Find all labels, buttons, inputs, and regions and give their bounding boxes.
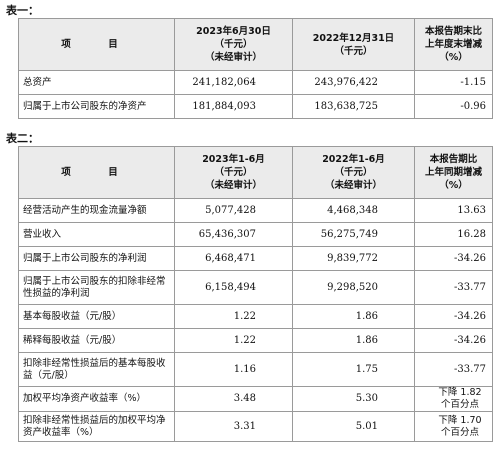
table1-header-text: 2022年12月31日 xyxy=(312,32,395,44)
change-cell: 下降 1.82 个百分点 xyxy=(414,386,493,412)
value-cell: 9,298,520 xyxy=(292,270,415,305)
table1-header-cell: 2022年12月31日 （千元） xyxy=(292,18,415,71)
table2-title: 表二： xyxy=(6,132,39,145)
table1-header-text: （%） xyxy=(439,52,468,63)
value-cell: 181,884,093 xyxy=(174,94,293,119)
table2-header-text: （千元） xyxy=(334,167,373,178)
table1-header-text: 本报告期末比 xyxy=(424,26,482,37)
change-text: 下降 1.70 个百分点 xyxy=(438,414,482,438)
value-cell: 1.86 xyxy=(292,304,415,329)
row-label: 基本每股收益（元/股） xyxy=(18,304,175,329)
table2-header-text: 上年同期增减 xyxy=(424,167,482,178)
row-label: 总资产 xyxy=(18,70,175,95)
value-cell: 5,077,428 xyxy=(174,198,293,223)
table2-header-text: 本报告期比 xyxy=(429,154,478,165)
table1-header-text: 2023年6月30日 xyxy=(196,26,271,37)
table1-header-cell: 项 目 xyxy=(18,18,175,71)
value-cell: 1.22 xyxy=(174,304,293,329)
value-cell: 5.01 xyxy=(292,411,415,442)
table1-title: 表一： xyxy=(6,4,39,17)
value-cell: 9,839,772 xyxy=(292,246,415,271)
row-label: 扣除非经常性损益后的基本每股收益（元/股） xyxy=(18,352,175,387)
table-row: 基本每股收益（元/股） 1.22 1.86 -34.26 xyxy=(18,304,493,329)
table-row: 经营活动产生的现金流量净额 5,077,428 4,468,348 13.63 xyxy=(18,198,493,223)
change-cell: 16.28 xyxy=(414,222,493,247)
table-row: 稀释每股收益（元/股） 1.22 1.86 -34.26 xyxy=(18,328,493,353)
value-cell: 1.22 xyxy=(174,328,293,353)
change-cell: -33.77 xyxy=(414,270,493,305)
change-cell: -34.26 xyxy=(414,328,493,353)
table2-header-cell: 2023年1-6月 （千元） （未经审计） xyxy=(174,146,293,199)
table2-header-text: （%） xyxy=(439,180,468,191)
value-cell: 3.48 xyxy=(174,386,293,412)
table1-header-text: （未经审计） xyxy=(204,52,262,63)
table-row: 扣除非经常性损益后的基本每股收益（元/股） 1.16 1.75 -33.77 xyxy=(18,352,493,387)
table2-header-cell: 本报告期比上年同期增减 （%） xyxy=(414,146,493,199)
value-cell: 243,976,422 xyxy=(292,70,415,95)
value-cell: 4,468,348 xyxy=(292,198,415,223)
value-cell: 3.31 xyxy=(174,411,293,442)
change-cell: -34.26 xyxy=(414,246,493,271)
change-cell: -33.77 xyxy=(414,352,493,387)
table-row: 归属于上市公司股东的扣除非经常性损益的净利润 6,158,494 9,298,520… xyxy=(18,270,493,305)
table1-header-text: （千元） xyxy=(334,45,373,57)
value-cell: 1.86 xyxy=(292,328,415,353)
table2-header-text: （千元） xyxy=(214,167,253,178)
table-row: 营业收入 65,436,307 56,275,749 16.28 xyxy=(18,222,493,247)
table2-header-row: 项 目 2023年1-6月 （千元） （未经审计） 2022年1-6月 （千元） （未经审计… xyxy=(18,146,493,199)
table2-header-cell: 2022年1-6月 （千元） （未经审计） xyxy=(292,146,415,199)
table2-header-cell: 项 目 xyxy=(18,146,175,199)
table2-header-text: （未经审计） xyxy=(204,180,262,191)
table1: 项 目 2023年6月30日 （千元） （未经审计） 2022年12月31日 （千元） 本报… xyxy=(18,18,493,119)
table1-header-cell: 2023年6月30日 （千元） （未经审计） xyxy=(174,18,293,71)
change-cell: -0.96 xyxy=(414,94,493,119)
value-cell: 65,436,307 xyxy=(174,222,293,247)
table1-header-row: 项 目 2023年6月30日 （千元） （未经审计） 2022年12月31日 （千元） 本报… xyxy=(18,18,493,71)
table-row: 归属于上市公司股东的净资产 181,884,093 183,638,725 -0.96 xyxy=(18,94,493,119)
table1-header-text: （千元） xyxy=(214,39,253,50)
value-cell: 1.16 xyxy=(174,352,293,387)
change-cell: 13.63 xyxy=(414,198,493,223)
table-row: 扣除非经常性损益后的加权平均净资产收益率（%） 3.31 5.01 下降 1.70 个… xyxy=(18,411,493,442)
row-label: 扣除非经常性损益后的加权平均净资产收益率（%） xyxy=(18,411,175,442)
change-cell: 下降 1.70 个百分点 xyxy=(414,411,493,442)
table2-header-text: 2023年1-6月 xyxy=(202,154,265,165)
table-row: 总资产 241,182,064 243,976,422 -1.15 xyxy=(18,70,493,95)
change-cell: -34.26 xyxy=(414,304,493,329)
row-label: 营业收入 xyxy=(18,222,175,247)
row-label: 归属于上市公司股东的净资产 xyxy=(18,94,175,119)
change-text: 下降 1.82 个百分点 xyxy=(438,387,482,410)
row-label: 归属于上市公司股东的净利润 xyxy=(18,246,175,271)
value-cell: 6,158,494 xyxy=(174,270,293,305)
value-cell: 5.30 xyxy=(292,386,415,412)
value-cell: 183,638,725 xyxy=(292,94,415,119)
table1-header-text: 上年度末增减 xyxy=(424,39,482,50)
row-label: 经营活动产生的现金流量净额 xyxy=(18,198,175,223)
table-row: 归属于上市公司股东的净利润 6,468,471 9,839,772 -34.26 xyxy=(18,246,493,271)
value-cell: 6,468,471 xyxy=(174,246,293,271)
row-label: 归属于上市公司股东的扣除非经常性损益的净利润 xyxy=(18,270,175,305)
table2-header-text: 2022年1-6月 xyxy=(322,154,385,165)
table1-header-text: 项 目 xyxy=(61,39,132,50)
row-label: 稀释每股收益（元/股） xyxy=(18,328,175,353)
value-cell: 241,182,064 xyxy=(174,70,293,95)
table2-header-text: 项 目 xyxy=(61,167,132,178)
table-row: 加权平均净资产收益率（%） 3.48 5.30 下降 1.82 个百分点 xyxy=(18,386,493,412)
row-label: 加权平均净资产收益率（%） xyxy=(18,386,175,412)
table1-header-cell: 本报告期末比 上年度末增减 （%） xyxy=(414,18,493,71)
value-cell: 56,275,749 xyxy=(292,222,415,247)
value-cell: 1.75 xyxy=(292,352,415,387)
table2: 项 目 2023年1-6月 （千元） （未经审计） 2022年1-6月 （千元） （未经审计… xyxy=(18,146,493,442)
table2-header-text: （未经审计） xyxy=(324,180,382,191)
change-cell: -1.15 xyxy=(414,70,493,95)
